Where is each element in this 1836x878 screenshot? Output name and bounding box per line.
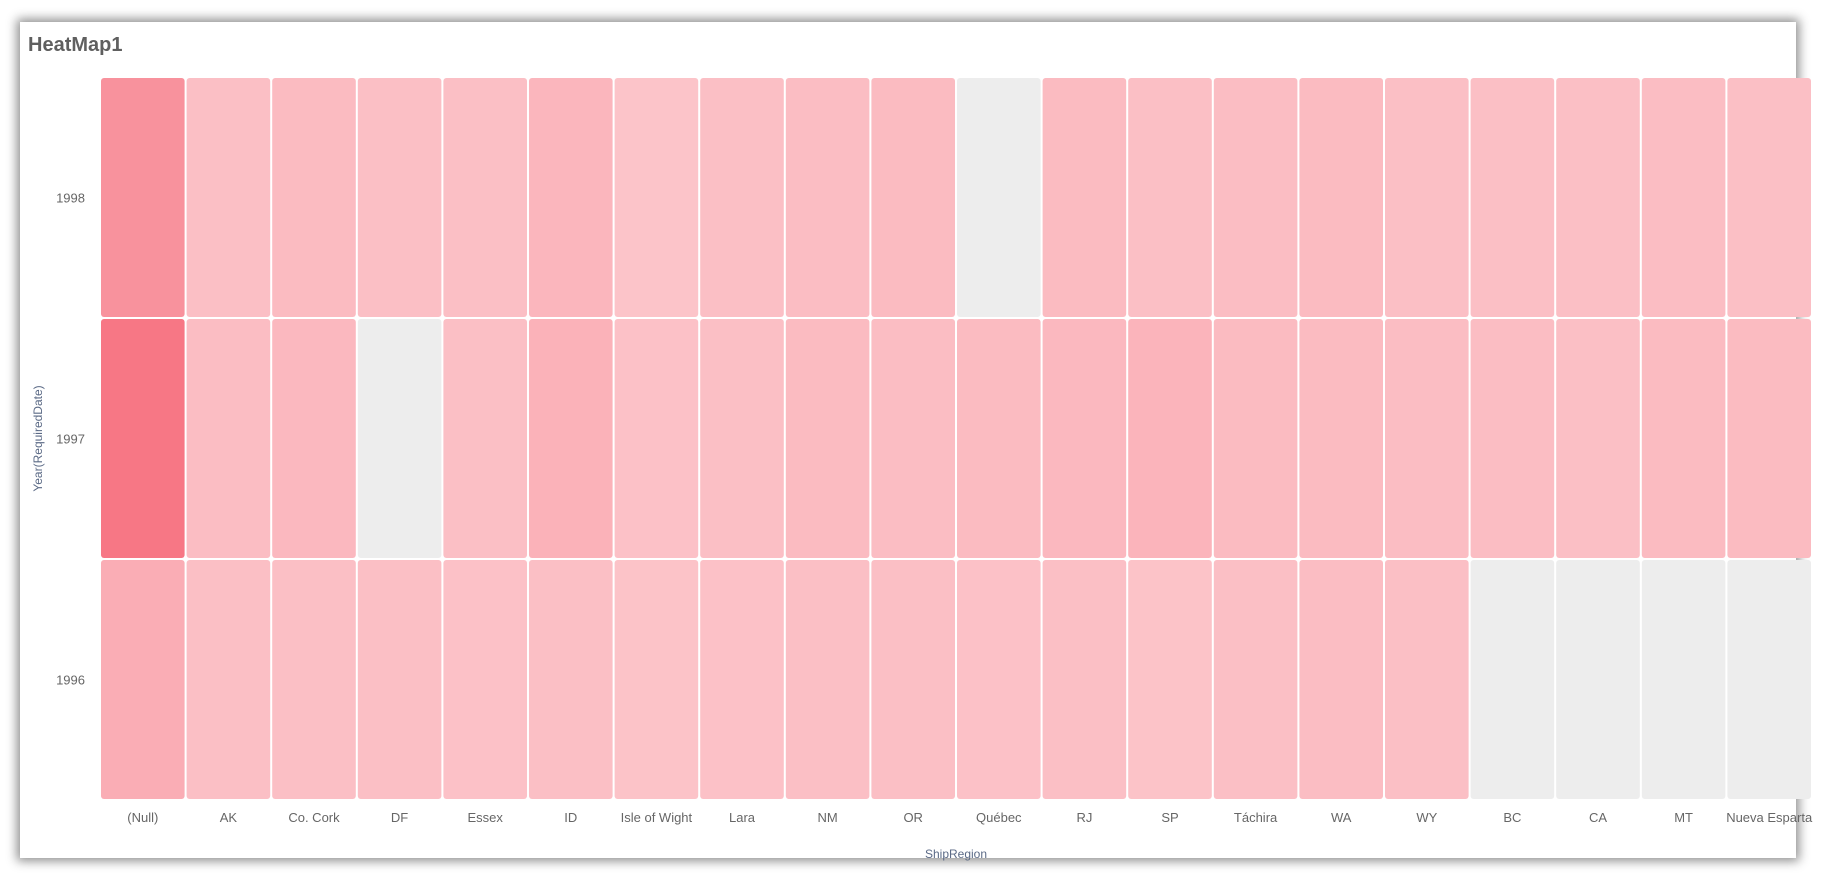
- heatmap-cell: [614, 78, 699, 317]
- heatmap-cell: [186, 78, 271, 317]
- heatmap-cell: [186, 560, 271, 799]
- heatmap-cell: [529, 560, 613, 799]
- heatmap-cell: [272, 319, 356, 558]
- heatmap-cell: [1042, 78, 1127, 317]
- heatmap-cell: [1641, 560, 1726, 799]
- heatmap-cell: [1299, 78, 1383, 317]
- heatmap-cell: [357, 560, 442, 799]
- heatmap-cell: [357, 78, 442, 317]
- heatmap-cell: [186, 319, 271, 558]
- y-axis-label: Year(RequiredDate): [31, 385, 45, 491]
- heatmap-cell: [1213, 560, 1298, 799]
- x-tick-label: BC: [1503, 810, 1521, 825]
- heatmap-cell: [871, 560, 955, 799]
- y-tick-label: 1998: [56, 191, 85, 206]
- x-tick-label: WA: [1331, 810, 1352, 825]
- heatmap-cell: [785, 560, 870, 799]
- chart-title: HeatMap1: [28, 34, 123, 56]
- heatmap-cell: [1128, 560, 1212, 799]
- x-tick-label: CA: [1589, 810, 1607, 825]
- x-tick-label: Táchira: [1234, 810, 1278, 825]
- heatmap-cell: [529, 78, 613, 317]
- x-tick-label: WY: [1416, 810, 1437, 825]
- y-tick-label: 1996: [56, 673, 85, 688]
- heatmap-cell: [1213, 78, 1298, 317]
- heatmap-cell: [957, 560, 1041, 799]
- heatmap-cell: [1385, 78, 1469, 317]
- heatmap-cell: [1470, 560, 1555, 799]
- heatmap-cell: [101, 78, 185, 317]
- heatmap-cell: [443, 560, 527, 799]
- heatmap-cell: [1213, 319, 1298, 558]
- x-tick-label: Essex: [467, 810, 503, 825]
- heatmap-cell: [871, 78, 955, 317]
- heatmap-cell: [871, 319, 955, 558]
- x-axis-label: ShipRegion: [925, 847, 987, 861]
- heatmap-cell: [1470, 319, 1555, 558]
- heatmap-cell: [700, 560, 784, 799]
- heatmap-cell: [1556, 560, 1640, 799]
- heatmap-cell: [529, 319, 613, 558]
- heatmap-cell: [272, 560, 356, 799]
- heatmap-cell: [614, 560, 699, 799]
- heatmap-cell: [1641, 78, 1726, 317]
- x-tick-label: RJ: [1076, 810, 1092, 825]
- y-tick-label: 1997: [56, 432, 85, 447]
- x-tick-label: DF: [391, 810, 408, 825]
- x-tick-label: SP: [1161, 810, 1178, 825]
- x-tick-label: Québec: [976, 810, 1022, 825]
- heatmap-cell: [614, 319, 699, 558]
- heatmap-cell: [957, 319, 1041, 558]
- heatmap-cell: [1727, 319, 1811, 558]
- x-tick-label: (Null): [127, 810, 158, 825]
- heatmap-cell: [272, 78, 356, 317]
- x-tick-label: Isle of Wight: [621, 810, 693, 825]
- heatmap-cell: [1727, 560, 1811, 799]
- x-tick-label: Co. Cork: [288, 810, 340, 825]
- heatmap-cell: [1299, 319, 1383, 558]
- heatmap-cell: [700, 78, 784, 317]
- x-tick-label: Lara: [729, 810, 756, 825]
- heatmap-cell: [101, 319, 185, 558]
- heatmap-cell: [785, 78, 870, 317]
- x-tick-label: ID: [564, 810, 577, 825]
- x-tick-label: AK: [220, 810, 238, 825]
- x-tick-label: NM: [817, 810, 837, 825]
- heatmap-cell: [1128, 319, 1212, 558]
- heatmap-cell: [1556, 319, 1640, 558]
- heatmap-cell: [1042, 560, 1127, 799]
- heatmap-cell: [1470, 78, 1555, 317]
- x-tick-label: MT: [1674, 810, 1693, 825]
- heatmap-cell: [700, 319, 784, 558]
- heatmap-cell: [1385, 319, 1469, 558]
- heatmap-cell: [1299, 560, 1383, 799]
- heatmap-cell: [1385, 560, 1469, 799]
- heatmap-cell: [1641, 319, 1726, 558]
- heatmap-cell: [785, 319, 870, 558]
- heatmap-cell: [1556, 78, 1640, 317]
- x-tick-label: Nueva Esparta: [1726, 810, 1813, 825]
- x-tick-label: OR: [903, 810, 923, 825]
- heatmap-cell: [357, 319, 442, 558]
- heatmap-cell: [101, 560, 185, 799]
- heatmap-cell: [1727, 78, 1811, 317]
- heatmap-cell: [443, 319, 527, 558]
- heatmap-cell: [957, 78, 1041, 317]
- heatmap-cell: [443, 78, 527, 317]
- heatmap-cell: [1042, 319, 1127, 558]
- heatmap-cell: [1128, 78, 1212, 317]
